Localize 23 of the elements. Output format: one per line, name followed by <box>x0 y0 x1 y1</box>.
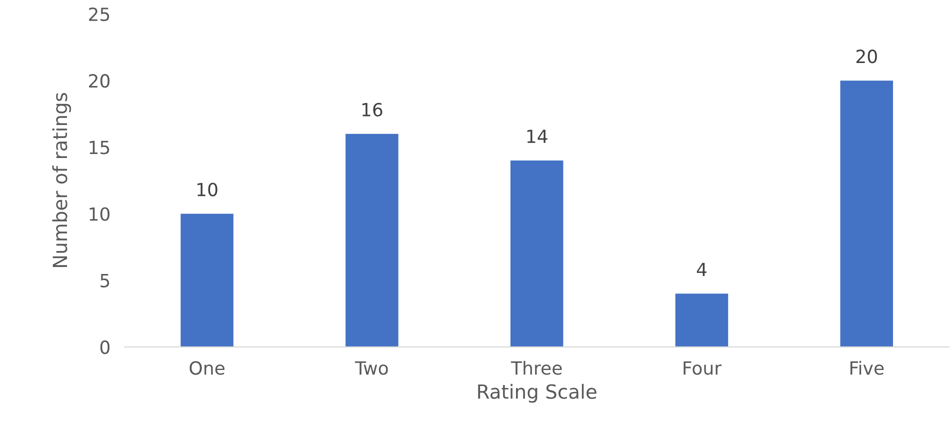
x-tick-label: Three <box>510 360 562 375</box>
y-tick-label: 5 <box>100 274 110 288</box>
y-tick-label: 25 <box>89 7 110 22</box>
bar <box>346 134 398 347</box>
data-label: 10 <box>198 182 218 196</box>
y-tick-label: 15 <box>90 140 110 154</box>
x-tick-label: Four <box>684 361 722 375</box>
x-tick-label: Two <box>354 361 388 375</box>
bar <box>840 80 894 347</box>
x-tick-label: One <box>190 361 224 375</box>
data-label: 20 <box>856 50 877 64</box>
x-axis-title: Rating Scale <box>478 384 596 403</box>
data-label: 4 <box>696 262 706 276</box>
bar <box>675 294 728 347</box>
y-axis-title: Number of ratings <box>52 92 72 268</box>
y-tick-label: 10 <box>90 207 110 221</box>
bar <box>510 160 564 347</box>
y-tick-label: 20 <box>89 74 110 88</box>
data-label: 16 <box>362 102 382 116</box>
data-label: 14 <box>527 130 548 143</box>
y-tick-label: 0 <box>100 340 110 354</box>
x-tick-label: Five <box>850 360 884 375</box>
bar <box>180 214 234 347</box>
